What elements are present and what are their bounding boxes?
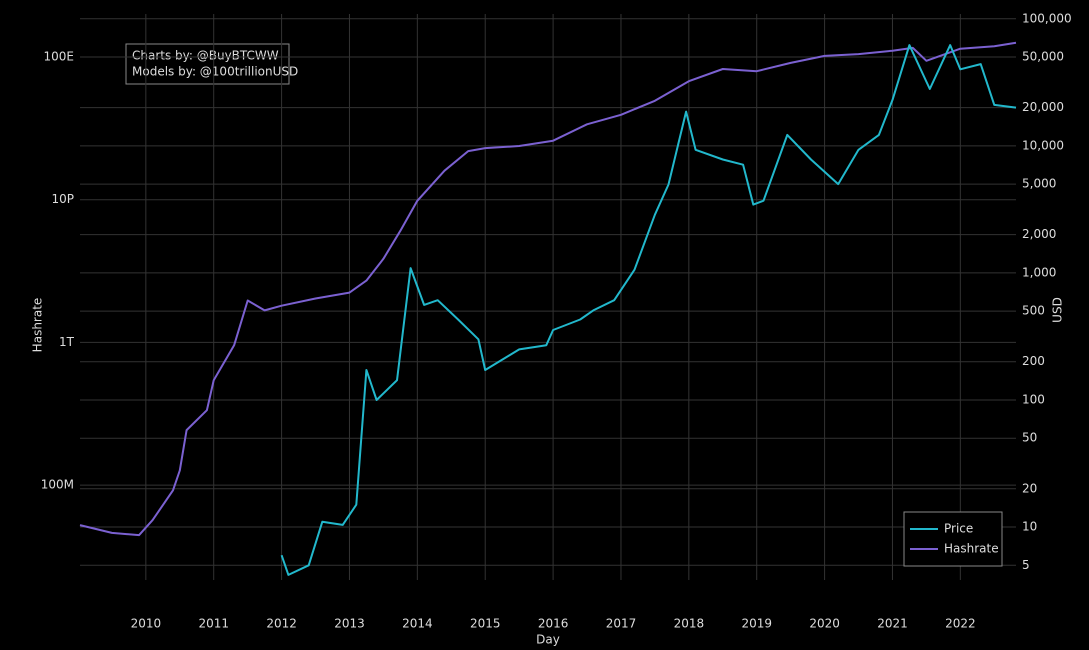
- series-line: [280, 44, 1017, 576]
- y2-tick-label: 100,000: [1022, 11, 1072, 25]
- x-tick-label: 2017: [606, 617, 637, 631]
- y2-axis-label: USD: [1051, 297, 1065, 323]
- x-tick-label: 2020: [809, 617, 840, 631]
- y2-tick-label: 5,000: [1022, 177, 1056, 191]
- x-tick-label: 2021: [877, 617, 908, 631]
- legend-label: Price: [944, 522, 973, 536]
- legend-label: Hashrate: [944, 542, 999, 556]
- y2-tick-label: 2,000: [1022, 227, 1056, 241]
- y2-tick-label: 1,000: [1022, 265, 1056, 279]
- y2-tick-label: 200: [1022, 354, 1045, 368]
- y2-tick-label: 20: [1022, 481, 1037, 495]
- y2-tick-label: 50: [1022, 431, 1037, 445]
- x-tick-label: 2014: [402, 617, 433, 631]
- y2-tick-label: 20,000: [1022, 100, 1064, 114]
- y2-tick-label: 100: [1022, 392, 1045, 406]
- y2-tick-label: 10,000: [1022, 138, 1064, 152]
- legend-box: [903, 511, 1003, 567]
- x-axis-label: Day: [536, 633, 560, 647]
- x-tick-label: 2019: [741, 617, 772, 631]
- y-tick-label: 100M: [41, 478, 74, 492]
- x-tick-label: 2016: [538, 617, 569, 631]
- y-tick-label: 10P: [51, 192, 74, 206]
- x-tick-label: 2013: [334, 617, 365, 631]
- series-line: [79, 41, 1017, 537]
- x-tick-label: 2012: [266, 617, 297, 631]
- annotation: Models by: @100trillionUSD: [132, 65, 298, 79]
- y2-tick-label: 500: [1022, 304, 1045, 318]
- y2-tick-label: 50,000: [1022, 50, 1064, 64]
- y2-tick-label: 10: [1022, 520, 1037, 534]
- y-tick-label: 1T: [59, 335, 75, 349]
- grid: [80, 14, 1016, 580]
- y-tick-label: 100E: [44, 49, 75, 63]
- y-axis-label: Hashrate: [31, 298, 45, 353]
- x-tick-label: 2011: [198, 617, 229, 631]
- annotation-box: [125, 43, 290, 85]
- y2-tick-label: 5: [1022, 558, 1030, 572]
- x-tick-label: 2018: [674, 617, 705, 631]
- x-tick-label: 2015: [470, 617, 501, 631]
- x-tick-label: 2022: [945, 617, 976, 631]
- annotation: Charts by: @BuyBTCWW: [132, 49, 279, 63]
- x-tick-label: 2010: [131, 617, 162, 631]
